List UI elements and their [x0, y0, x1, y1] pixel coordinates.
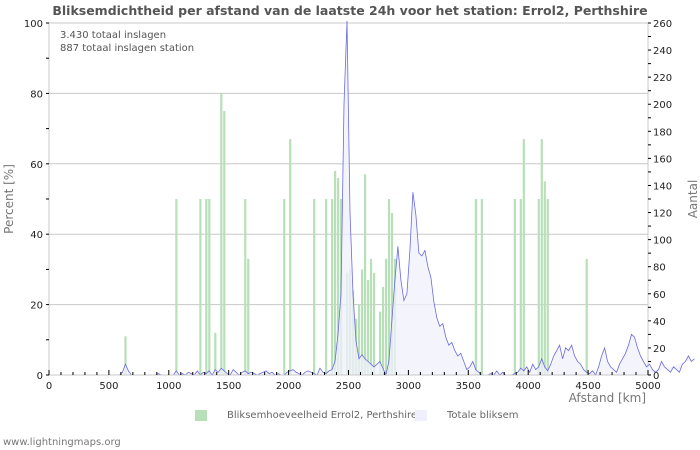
x-tick-label: 2000 — [276, 381, 301, 392]
bar — [384, 258, 388, 375]
bar — [474, 199, 477, 375]
y-tick-label: 40 — [30, 230, 43, 241]
bar — [369, 258, 373, 375]
bar — [313, 199, 316, 375]
legend-label-total: Totale bliksem — [447, 410, 519, 421]
legend-swatch-green — [195, 410, 207, 421]
bar — [325, 199, 328, 375]
y-tick-label: 100 — [24, 19, 43, 30]
station-bars — [124, 93, 588, 376]
y-tick-label: 80 — [30, 89, 43, 100]
y2-tick-label: 240 — [653, 46, 672, 57]
y2-tick-label: 20 — [653, 344, 666, 355]
legend-label-station: Bliksemhoeveelheid Errol2, Perthshire — [227, 410, 418, 421]
y2-tick-label: 40 — [653, 317, 666, 328]
bar — [480, 199, 483, 375]
footer-link[interactable]: www.lightningmaps.org — [3, 437, 121, 448]
bar — [513, 199, 516, 375]
bar — [363, 174, 367, 375]
total-strikes-note: 3.430 totaal inslagen — [60, 30, 167, 41]
y-tick-label: 20 — [30, 301, 43, 312]
bar — [372, 272, 376, 375]
y2-tick-label: 0 — [653, 371, 659, 382]
bar — [366, 279, 370, 375]
x-tick-label: 4500 — [575, 381, 600, 392]
x-tick-label: 5000 — [635, 381, 660, 392]
bar — [387, 199, 391, 375]
bar — [223, 111, 226, 375]
bar — [390, 213, 394, 375]
bar — [540, 139, 543, 375]
y2-tick-label: 100 — [653, 236, 672, 247]
bar — [334, 170, 337, 375]
station-strikes-note: 887 totaal inslagen station — [60, 43, 195, 54]
y2-axis-label: Aantal — [686, 180, 700, 219]
bar — [378, 311, 382, 375]
y-tick-label: 0 — [37, 371, 43, 382]
bar — [175, 199, 178, 375]
y2-tick-label: 80 — [653, 263, 666, 274]
bar — [337, 177, 340, 375]
x-tick-label: 1000 — [156, 381, 181, 392]
x-tick-label: 3500 — [456, 381, 481, 392]
bar — [331, 199, 334, 375]
y2-tick-label: 200 — [653, 100, 672, 111]
y2-tick-label: 60 — [653, 290, 666, 301]
bar — [522, 139, 525, 375]
x-tick-label: 1500 — [216, 381, 241, 392]
bar — [283, 199, 286, 375]
bar — [214, 332, 217, 375]
total-lightning-line — [50, 20, 695, 377]
x-tick-label: 500 — [99, 381, 118, 392]
bar — [244, 199, 247, 375]
bar — [519, 199, 522, 375]
x-tick-label: 0 — [46, 381, 52, 392]
legend-item-station: Bliksemhoeveelheid Errol2, Perthshire — [195, 410, 417, 421]
bar — [289, 139, 292, 375]
bar — [537, 199, 540, 375]
bar — [220, 93, 223, 376]
x-tick-label: 3000 — [396, 381, 421, 392]
bar — [543, 181, 546, 375]
y2-tick-label: 260 — [653, 19, 672, 30]
bar — [208, 199, 211, 375]
y2-tick-label: 140 — [653, 181, 672, 192]
bar — [357, 304, 361, 375]
x-tick-label: 4000 — [515, 381, 540, 392]
x-tick-label: 2500 — [336, 381, 361, 392]
bar — [546, 199, 549, 375]
x-axis-label: Afstand [km] — [569, 391, 646, 405]
y-tick-label: 60 — [30, 160, 43, 171]
bar — [381, 287, 385, 375]
bar — [585, 258, 588, 375]
legend-swatch-lavender — [415, 410, 427, 421]
bar — [205, 199, 208, 375]
y2-tick-label: 160 — [653, 154, 672, 165]
y2-tick-label: 220 — [653, 73, 672, 84]
bar — [360, 269, 364, 375]
y2-tick-label: 120 — [653, 209, 672, 220]
chart-title: Bliksemdichtheid per afstand van de laat… — [52, 3, 648, 18]
bar — [124, 336, 127, 375]
bar — [247, 258, 250, 375]
y-axis-label: Percent [%] — [2, 164, 16, 234]
bar — [199, 199, 202, 375]
y2-tick-label: 180 — [653, 127, 672, 138]
legend-item-total: Totale bliksem — [415, 410, 518, 421]
